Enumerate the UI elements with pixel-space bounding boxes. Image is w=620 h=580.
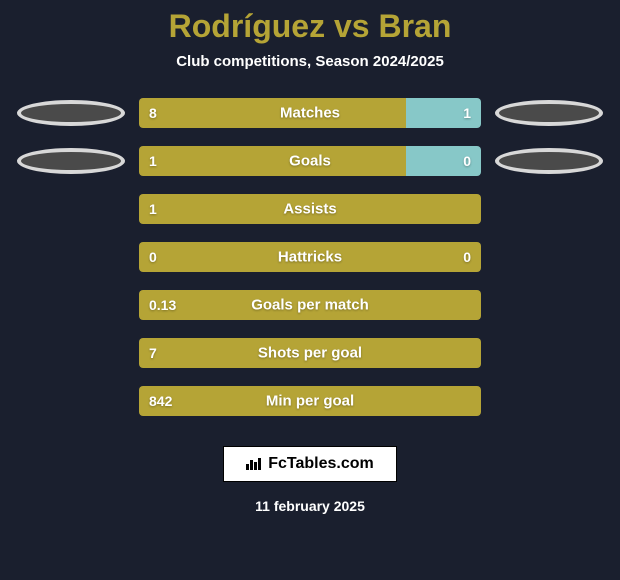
stat-row: 7Shots per goal <box>17 338 603 368</box>
stat-label: Goals <box>139 153 481 170</box>
oval-placeholder <box>17 340 125 366</box>
chart-icon <box>246 456 262 473</box>
stats-list: 81Matches 10Goals 1Assists 00Hattricks 0.13G… <box>17 98 603 434</box>
player-right-badge <box>495 148 603 174</box>
stat-bar: 10Goals <box>139 146 481 176</box>
stat-row: 0.13Goals per match <box>17 290 603 320</box>
player-right-badge <box>495 100 603 126</box>
stat-label: Matches <box>139 105 481 122</box>
stat-label: Min per goal <box>139 393 481 410</box>
oval-placeholder <box>17 292 125 318</box>
stat-row: 842Min per goal <box>17 386 603 416</box>
player-left-badge <box>17 148 125 174</box>
stat-bar: 7Shots per goal <box>139 338 481 368</box>
player-left-badge <box>17 100 125 126</box>
stat-label: Goals per match <box>139 297 481 314</box>
stat-bar: 842Min per goal <box>139 386 481 416</box>
stat-bar: 81Matches <box>139 98 481 128</box>
date-text: 11 february 2025 <box>255 498 365 514</box>
stat-bar: 00Hattricks <box>139 242 481 272</box>
oval-placeholder <box>495 292 603 318</box>
oval-placeholder <box>17 196 125 222</box>
oval-placeholder <box>495 388 603 414</box>
oval-placeholder <box>17 244 125 270</box>
page-subtitle: Club competitions, Season 2024/2025 <box>176 53 444 70</box>
stat-label: Shots per goal <box>139 345 481 362</box>
oval-placeholder <box>17 388 125 414</box>
oval-placeholder <box>495 196 603 222</box>
stat-label: Hattricks <box>139 249 481 266</box>
oval-placeholder <box>495 340 603 366</box>
comparison-infographic: Rodríguez vs Bran Club competitions, Sea… <box>0 0 620 580</box>
source-text: FcTables.com <box>268 455 374 473</box>
stat-row: 00Hattricks <box>17 242 603 272</box>
source-badge: FcTables.com <box>223 446 397 482</box>
page-title: Rodríguez vs Bran <box>169 8 452 45</box>
stat-bar: 1Assists <box>139 194 481 224</box>
stat-row: 81Matches <box>17 98 603 128</box>
stat-row: 10Goals <box>17 146 603 176</box>
oval-placeholder <box>495 244 603 270</box>
stat-row: 1Assists <box>17 194 603 224</box>
stat-bar: 0.13Goals per match <box>139 290 481 320</box>
stat-label: Assists <box>139 201 481 218</box>
